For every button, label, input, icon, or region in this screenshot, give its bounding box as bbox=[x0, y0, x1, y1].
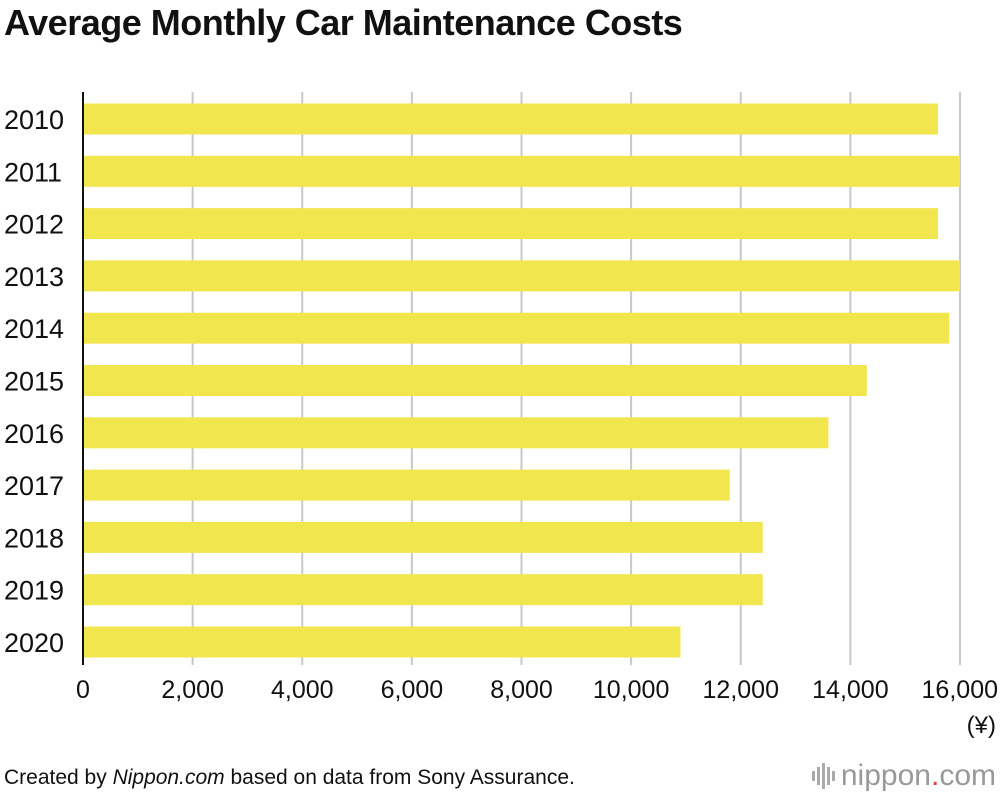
bar bbox=[83, 260, 960, 292]
source-credit: Created by Nippon.com based on data from… bbox=[4, 766, 575, 790]
x-tick-label: 16,000 bbox=[922, 676, 998, 704]
x-tick-label: 10,000 bbox=[593, 676, 669, 704]
y-tick-label: 2018 bbox=[4, 523, 64, 553]
x-tick-label: 0 bbox=[76, 676, 90, 704]
bar bbox=[83, 155, 960, 187]
y-tick-label: 2016 bbox=[4, 419, 64, 449]
bar bbox=[83, 365, 867, 396]
y-tick-label: 2015 bbox=[4, 367, 64, 397]
source-credit-prefix: Created by bbox=[4, 766, 113, 789]
x-tick-label: 8,000 bbox=[490, 676, 553, 704]
bar bbox=[83, 208, 939, 240]
x-tick-label: 2,000 bbox=[161, 676, 224, 704]
bar bbox=[83, 626, 681, 658]
x-axis-unit-label: (¥) bbox=[966, 712, 996, 739]
y-tick-label: 2011 bbox=[4, 157, 62, 187]
x-tick-label: 4,000 bbox=[271, 676, 334, 704]
y-tick-label: 2020 bbox=[4, 628, 64, 658]
brand-name: nippon.com bbox=[840, 759, 996, 792]
x-tick-label: 14,000 bbox=[812, 676, 888, 704]
bar bbox=[83, 574, 763, 606]
bar-chart: 2010 2011 2012 2013 2014 2015 2016 2017 2018 2019… bbox=[4, 92, 998, 704]
nippon-logo[interactable]: nippon.com bbox=[811, 759, 996, 793]
brand-mark-icon bbox=[811, 763, 835, 789]
y-tick-label: 2013 bbox=[4, 262, 64, 292]
source-credit-suffix: based on data from Sony Assurance. bbox=[224, 766, 575, 789]
y-tick-label: 2019 bbox=[4, 576, 64, 606]
x-tick-label: 12,000 bbox=[703, 676, 779, 704]
y-tick-label: 2012 bbox=[4, 210, 64, 240]
bar bbox=[83, 103, 939, 135]
y-tick-label: 2014 bbox=[4, 314, 64, 344]
y-tick-label: 2017 bbox=[4, 471, 64, 501]
bar bbox=[83, 417, 829, 449]
chart-title: Average Monthly Car Maintenance Costs bbox=[4, 2, 683, 43]
source-credit-site[interactable]: Nippon.com bbox=[112, 766, 225, 789]
bar bbox=[83, 521, 763, 553]
bar bbox=[83, 312, 950, 344]
x-tick-label: 6,000 bbox=[381, 676, 444, 704]
bar bbox=[83, 469, 730, 501]
y-tick-label: 2010 bbox=[4, 105, 64, 135]
